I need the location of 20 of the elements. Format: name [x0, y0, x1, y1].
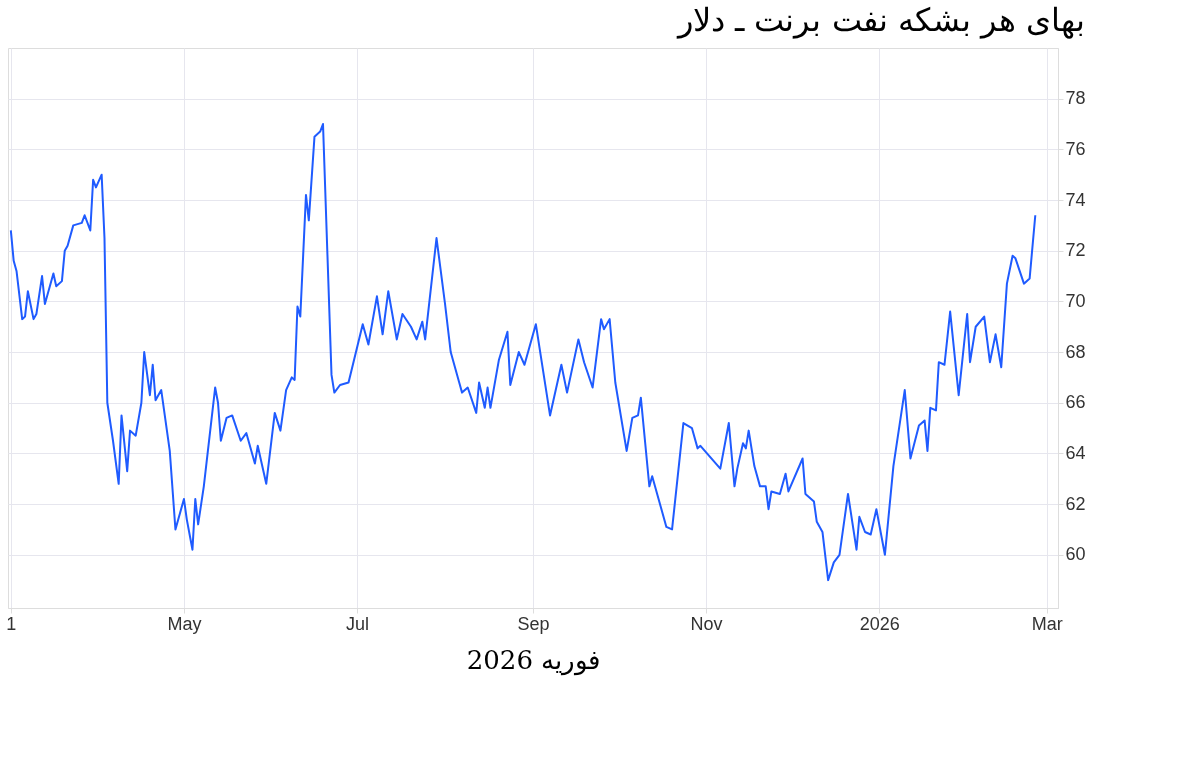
- y-tick-label: 72: [1065, 240, 1086, 261]
- chart-title: بهای هر بشکه نفت برنت ـ دلار: [675, 1, 1086, 39]
- y-tick-label: 64: [1065, 442, 1086, 463]
- line-series: [9, 123, 1037, 582]
- x-tick-label: Nov: [690, 613, 723, 634]
- y-tick-label: 62: [1065, 493, 1086, 514]
- y-tick-label: 70: [1065, 290, 1086, 311]
- x-tick-label: Sep: [517, 613, 550, 634]
- y-tick-label: 74: [1065, 189, 1086, 210]
- x-tick-label: Jul: [346, 613, 370, 634]
- y-tick-label: 60: [1065, 544, 1086, 565]
- y-tick-label: 78: [1065, 88, 1086, 109]
- x-tick-label: Mar: [1031, 613, 1063, 634]
- x-tick-label: May: [167, 613, 202, 634]
- y-tick-label: 66: [1065, 392, 1086, 413]
- y-tick-label: 76: [1065, 138, 1086, 159]
- x-tick-label: 1: [6, 613, 17, 634]
- x-tick-label: 2026: [859, 613, 900, 634]
- y-tick-label: 68: [1065, 341, 1086, 362]
- x-axis-title: فوریه 2026: [466, 644, 601, 676]
